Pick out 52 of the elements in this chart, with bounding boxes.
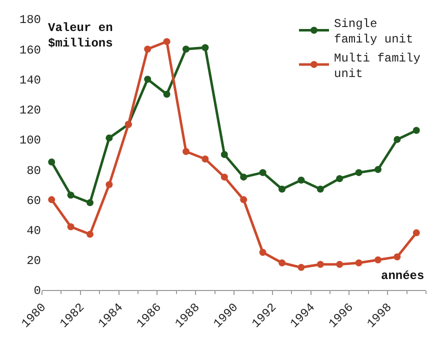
point [202,44,209,52]
y-tick-label: 20 [26,254,41,268]
point [220,151,228,158]
point [336,175,344,182]
y-tick-label: 120 [19,104,41,118]
point [298,264,305,271]
point [106,181,113,188]
y-tick-label: 60 [26,194,41,208]
y-tick-label: 40 [26,224,41,238]
point [298,176,305,184]
point [67,192,74,199]
x-axis-title: années [381,269,424,283]
point [182,46,190,53]
y-tick-label: 160 [19,43,41,58]
point [86,199,94,206]
point [48,196,56,204]
y-tick-label: 80 [26,164,41,178]
point [86,230,94,238]
point [355,169,362,176]
point [48,158,56,166]
y-axis-title: Valeur en $millions [48,21,113,51]
point [259,169,266,176]
point [278,259,286,266]
legend-label: Single family unit [334,17,414,47]
point [220,174,228,181]
y-tick-label: 140 [19,73,41,88]
point [278,186,286,193]
point [394,136,401,143]
point [374,256,382,264]
point [163,38,170,46]
point [259,248,266,256]
point [67,223,74,230]
point [240,174,248,181]
point [316,260,324,268]
point [412,229,420,236]
point [202,156,209,163]
point [316,186,324,193]
point [412,126,420,134]
point [240,196,248,204]
point [144,46,152,53]
point [355,259,362,266]
point [182,148,190,155]
point [336,260,344,268]
point [394,253,401,260]
point [144,76,152,83]
point [374,166,382,174]
y-tick-label: 0 [34,284,41,298]
point [106,134,113,142]
point [163,90,170,98]
legend-label: Multi family unit [334,51,420,81]
y-tick-label: 100 [19,134,41,148]
y-tick-label: 180 [19,13,41,28]
